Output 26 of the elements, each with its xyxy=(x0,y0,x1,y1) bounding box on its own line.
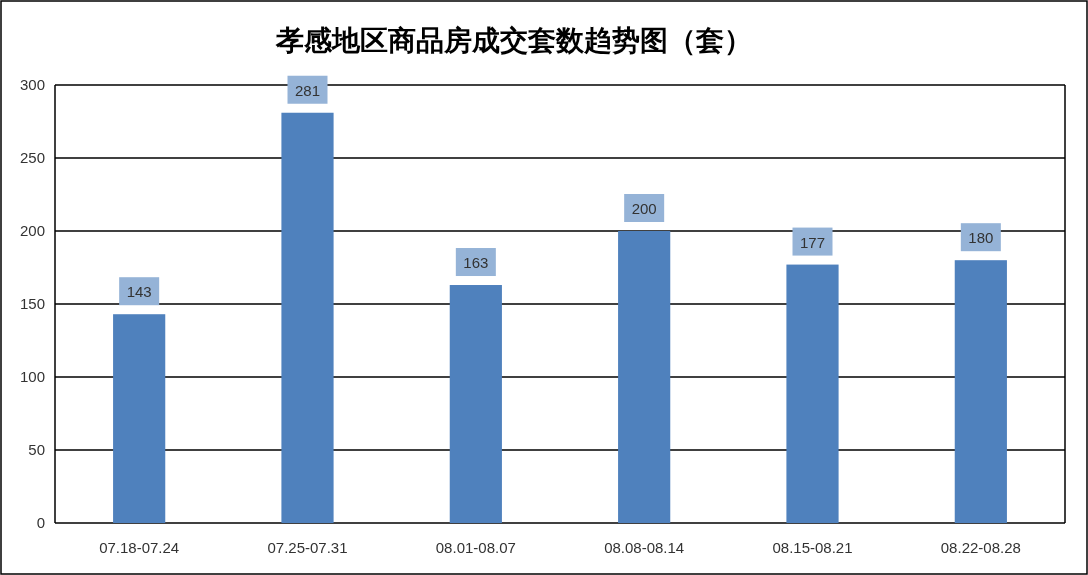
bar xyxy=(113,314,166,523)
bar xyxy=(449,285,502,523)
data-label: 281 xyxy=(294,81,321,99)
y-tick-label: 200 xyxy=(19,222,45,239)
x-tick-label: 07.18-07.24 xyxy=(99,539,180,556)
y-tick-label: 100 xyxy=(19,368,45,385)
y-tick-label: 250 xyxy=(19,149,45,166)
x-tick-label: 07.25-07.31 xyxy=(267,539,348,556)
x-tick-label: 08.22-08.28 xyxy=(940,539,1021,556)
bar xyxy=(281,112,334,523)
chart-title: 孝感地区商品房成交套数趋势图（套） xyxy=(275,25,752,56)
data-label: 180 xyxy=(968,229,994,247)
bar xyxy=(618,231,671,523)
y-tick-label: 50 xyxy=(28,441,45,458)
data-label: 200 xyxy=(631,200,657,217)
x-tick-label: 08.01-08.07 xyxy=(435,539,516,556)
y-tick-label: 150 xyxy=(19,295,45,312)
x-tick-label: 08.08-08.14 xyxy=(604,539,685,556)
data-label: 143 xyxy=(126,283,152,301)
bar xyxy=(786,264,839,523)
y-tick-label: 0 xyxy=(36,514,45,531)
x-tick-label: 08.15-08.21 xyxy=(772,539,853,556)
y-tick-label: 300 xyxy=(19,76,45,93)
data-label: 163 xyxy=(463,254,489,272)
data-label: 177 xyxy=(799,233,826,251)
bar xyxy=(954,260,1007,523)
